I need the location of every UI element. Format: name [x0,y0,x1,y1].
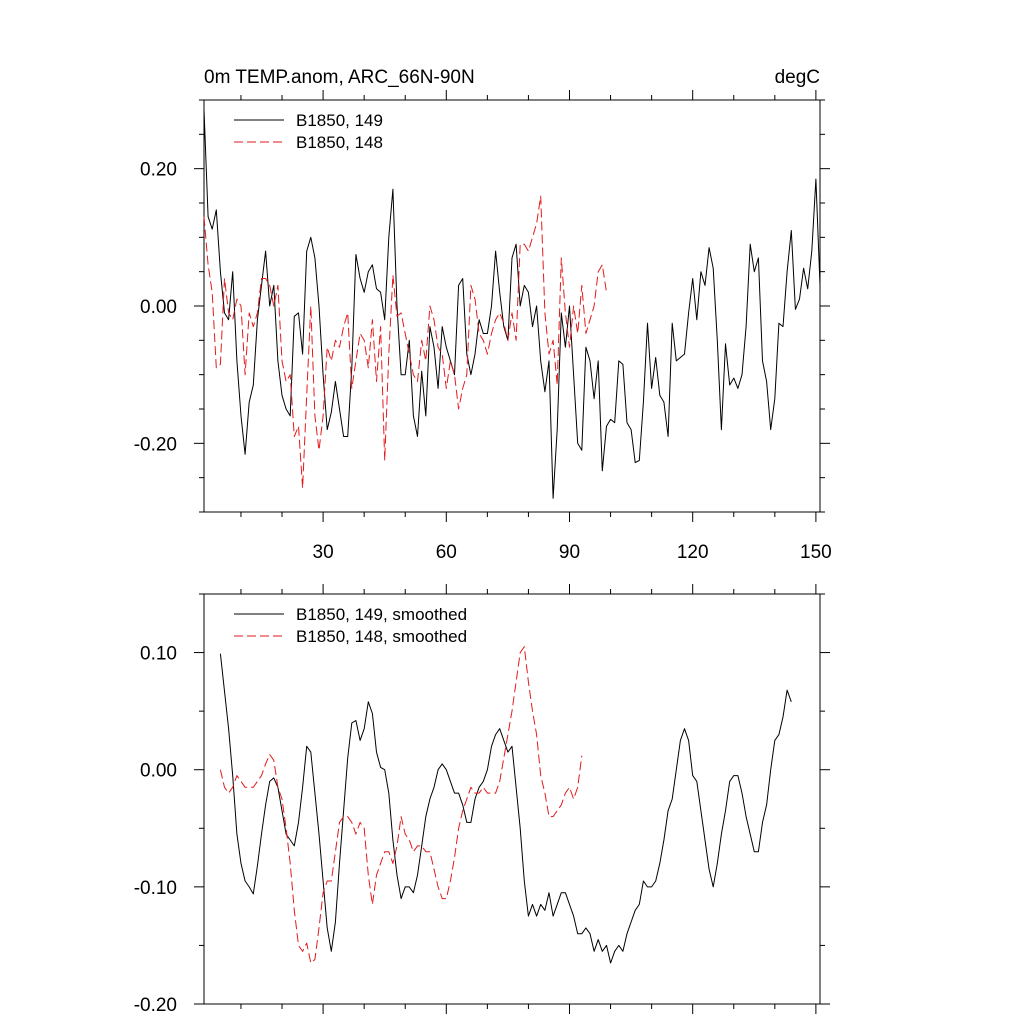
bottom-panel-smoothed-chart: 0.10 0.00 -0.10 -0.20 B1850, 149, smoothed B1… [134,584,830,1016]
plot-frame [203,593,821,1005]
series-line-black-solid [219,653,792,964]
y-tick-label: -0.10 [134,878,177,899]
x-tick-label: 90 [559,542,580,563]
series-line-red-dashed [219,646,583,964]
x-tick-label: 60 [436,542,457,563]
x-tick-label: 120 [677,542,709,563]
x-tick-label: 30 [313,542,334,563]
chart-title: 0m TEMP.anom, ARC_66N-90N [204,67,475,88]
legend-entry-label: B1850, 148 [296,133,383,152]
plot-frame [203,99,821,513]
series-line-black-solid [203,109,821,499]
series-line-red-dashed [203,195,607,489]
x-tick-label: 150 [800,542,832,563]
units-label: degC [775,67,820,88]
y-tick-label: -0.20 [134,995,177,1016]
legend-entry-label: B1850, 149 [296,111,383,130]
y-tick-label: 0.00 [140,297,177,318]
y-tick-label: 0.10 [140,644,177,665]
y-tick-label: 0.20 [140,160,177,181]
top-panel-time-series-chart: 30 60 90 120 150 0.20 0.00 -0.20 0m TEMP.anom, A… [134,67,832,563]
y-tick-label: -0.20 [134,434,177,455]
y-tick-label: 0.00 [140,761,177,782]
legend-entry-label: B1850, 149, smoothed [296,605,467,624]
legend-entry-label: B1850, 148, smoothed [296,627,467,646]
